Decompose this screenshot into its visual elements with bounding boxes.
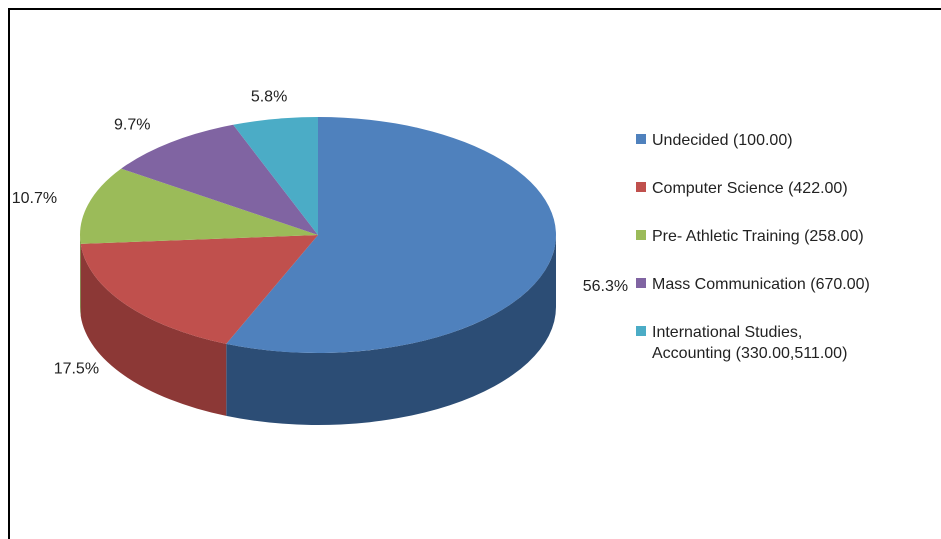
data-label: 17.5% <box>54 360 99 377</box>
slice <box>121 124 319 235</box>
legend-item: Mass Communication (670.00) <box>636 274 880 295</box>
legend-swatch <box>636 182 646 192</box>
legend-item: Pre- Athletic Training (258.00) <box>636 226 880 247</box>
legend-label: International Studies, Accounting (330.0… <box>652 324 848 362</box>
slice-side <box>80 235 81 316</box>
slice-side <box>226 235 556 426</box>
legend-label: Mass Communication (670.00) <box>652 276 870 293</box>
legend-label: Pre- Athletic Training (258.00) <box>652 228 864 245</box>
legend-label: Undecided (100.00) <box>652 132 793 149</box>
slice <box>233 117 318 235</box>
data-label: 9.7% <box>114 116 150 133</box>
slice-side <box>80 243 227 416</box>
legend-swatch <box>636 134 646 144</box>
legend-item: Computer Science (422.00) <box>636 178 880 199</box>
legend-swatch <box>636 230 646 240</box>
data-label: 56.3% <box>583 278 628 295</box>
legend-swatch <box>636 326 646 336</box>
legend-label: Computer Science (422.00) <box>652 180 848 197</box>
slice <box>80 235 318 344</box>
legend-item: International Studies, Accounting (330.0… <box>636 322 880 364</box>
slice <box>226 117 556 353</box>
legend-swatch <box>636 278 646 288</box>
slice <box>80 168 318 244</box>
frame <box>8 8 941 539</box>
legend: Undecided (100.00) Computer Science (422.… <box>636 130 880 391</box>
data-label: 5.8% <box>251 89 287 106</box>
legend-item: Undecided (100.00) <box>636 130 880 151</box>
data-label: 10.7% <box>12 190 57 207</box>
